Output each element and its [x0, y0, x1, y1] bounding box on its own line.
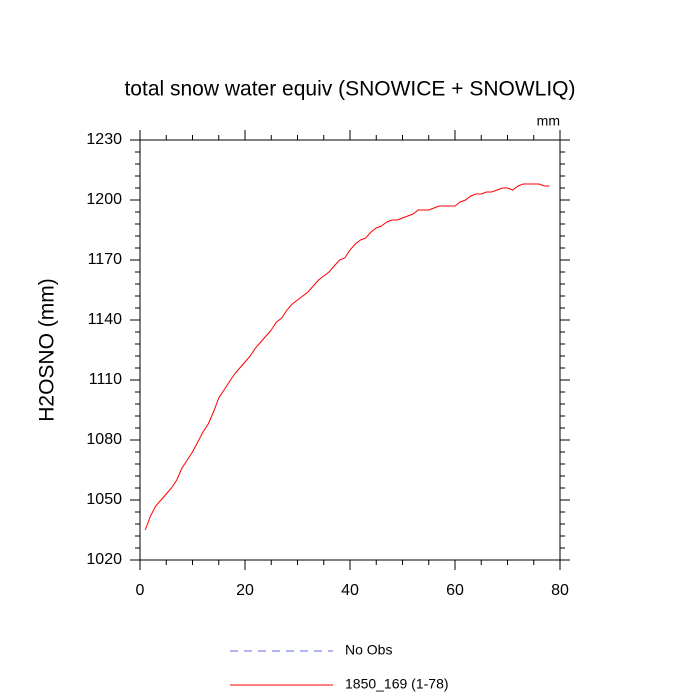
y-tick-label: 1140 — [88, 311, 123, 328]
x-tick-label: 20 — [236, 582, 254, 599]
legend-label: No Obs — [345, 642, 392, 658]
y-tick-label: 1110 — [89, 371, 122, 388]
y-tick-label: 1230 — [86, 131, 122, 148]
y-tick-label: 1020 — [86, 551, 122, 568]
y-tick-label: 1200 — [86, 191, 122, 208]
units-label: mm — [537, 113, 560, 129]
data-line — [144, 183, 550, 531]
y-axis-label: H2OSNO (mm) — [36, 278, 59, 422]
y-tick-label: 1170 — [88, 251, 123, 268]
legend-label: 1850_169 (1-78) — [345, 676, 449, 692]
x-tick-label: 80 — [551, 582, 569, 599]
chart-title: total snow water equiv (SNOWICE + SNOWLI… — [124, 78, 575, 101]
y-tick-label: 1050 — [86, 491, 122, 508]
x-tick-label: 60 — [446, 582, 464, 599]
plot-frame — [139, 139, 561, 561]
y-tick-label: 1080 — [86, 431, 122, 448]
x-tick-label: 40 — [341, 582, 359, 599]
x-tick-label: 0 — [136, 582, 145, 599]
